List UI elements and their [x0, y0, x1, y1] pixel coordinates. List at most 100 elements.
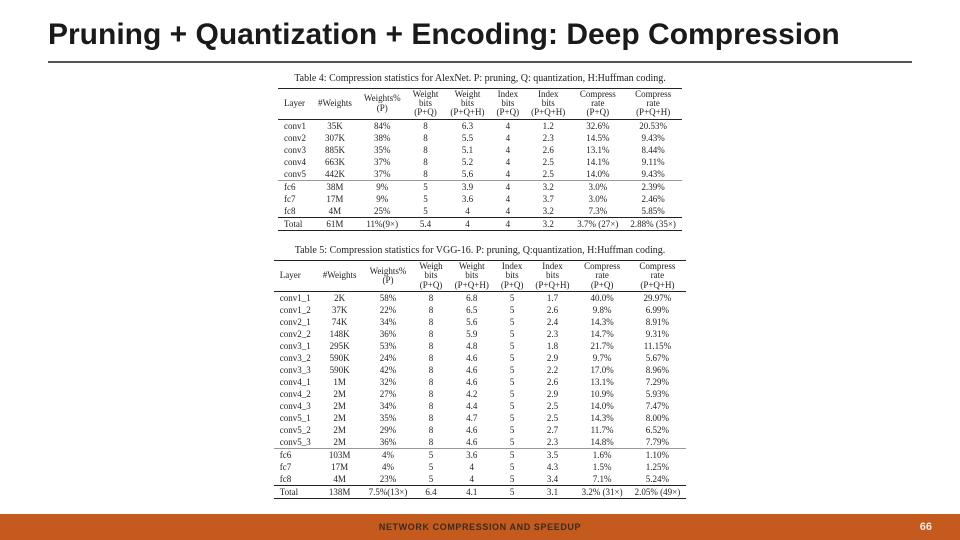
table-cell: 5: [495, 316, 530, 328]
table-cell: conv2_1: [274, 316, 317, 328]
table-cell: 8: [407, 132, 445, 144]
column-header: Weightbits(P+Q): [407, 88, 445, 119]
table-cell: 3.2: [525, 217, 571, 230]
table-cell: 61M: [312, 217, 358, 230]
table-cell: 4M: [317, 473, 363, 486]
table-cell: 4: [491, 144, 526, 156]
table-cell: 17.0%: [576, 364, 629, 376]
table-cell: 5: [495, 486, 530, 499]
table-cell: 35K: [312, 119, 358, 132]
table-cell: 6.5: [449, 304, 495, 316]
table-row: fc717M4%5454.31.5%1.25%: [274, 461, 686, 473]
table-cell: 4.6: [449, 364, 495, 376]
table-cell: 38%: [358, 132, 407, 144]
page-number: 66: [920, 521, 932, 533]
column-header: Indexbits(P+Q+H): [525, 88, 571, 119]
table-cell: 3.7: [525, 193, 571, 205]
table-cell: 2.05% (49×): [629, 486, 687, 499]
table-row: conv1_237K22%86.552.69.8%6.99%: [274, 304, 686, 316]
table-cell: 5: [407, 180, 445, 193]
column-header: Weights%(P): [358, 88, 407, 119]
table-cell: 8: [413, 388, 448, 400]
table-row: conv5_22M29%84.652.711.7%6.52%: [274, 424, 686, 436]
table-row: fc84M25%5443.27.3%5.85%: [278, 205, 682, 218]
table-cell: 8: [413, 436, 448, 449]
table-cell: 2M: [317, 436, 363, 449]
column-header: Weightbits(P+Q+H): [449, 260, 495, 291]
table-cell: conv1: [278, 119, 312, 132]
table-cell: 3.4: [529, 473, 575, 486]
table-row: conv3_3590K42%84.652.217.0%8.96%: [274, 364, 686, 376]
table-cell: 2.5: [525, 168, 571, 181]
table-cell: 6.4: [413, 486, 448, 499]
table-cell: 2M: [317, 424, 363, 436]
table-cell: 1.2: [525, 119, 571, 132]
table-cell: 14.3%: [576, 412, 629, 424]
table-cell: 3.2: [525, 180, 571, 193]
table-cell: 2.6: [525, 144, 571, 156]
table-cell: 8: [413, 424, 448, 436]
table-cell: 8: [413, 364, 448, 376]
table-cell: 5: [495, 449, 530, 462]
footer-bar: NETWORK COMPRESSION AND SPEEDUP 66: [0, 514, 960, 540]
table-cell: 8: [413, 304, 448, 316]
table-row: conv3_2590K24%84.652.99.7%5.67%: [274, 352, 686, 364]
table5-caption: Table 5: Compression statistics for VGG-…: [295, 245, 666, 256]
table-cell: 6.8: [449, 292, 495, 305]
table-cell: 2M: [317, 388, 363, 400]
table-cell: 5: [495, 364, 530, 376]
table-cell: 32.6%: [571, 119, 624, 132]
table-cell: 4.4: [449, 400, 495, 412]
table-cell: 4: [491, 119, 526, 132]
table-cell: 9.8%: [576, 304, 629, 316]
table-cell: 11.7%: [576, 424, 629, 436]
table-cell: conv2_2: [274, 328, 317, 340]
table-row: fc717M9%53.643.73.0%2.46%: [278, 193, 682, 205]
column-header: Indexbits(P+Q): [491, 88, 526, 119]
table-cell: 36%: [363, 436, 414, 449]
table-cell: 84%: [358, 119, 407, 132]
table-cell: 14.5%: [571, 132, 624, 144]
table-cell: 8.96%: [629, 364, 687, 376]
table-cell: conv1_1: [274, 292, 317, 305]
table-cell: 295K: [317, 340, 363, 352]
table-cell: 5.2: [444, 156, 490, 168]
table-cell: 7.5%(13×): [363, 486, 414, 499]
column-header: Weighbits(P+Q): [413, 260, 448, 291]
table-cell: 2.9: [529, 352, 575, 364]
table-cell: fc6: [278, 180, 312, 193]
table-cell: 2.46%: [624, 193, 682, 205]
table-cell: 8: [407, 119, 445, 132]
table-cell: conv5: [278, 168, 312, 181]
table-cell: 17M: [312, 193, 358, 205]
table-cell: 2.2: [529, 364, 575, 376]
column-header: Compressrate(P+Q): [576, 260, 629, 291]
table-cell: 9.11%: [624, 156, 682, 168]
table-cell: Total: [274, 486, 317, 499]
table4-caption: Table 4: Compression statistics for Alex…: [294, 73, 666, 84]
table-cell: fc8: [278, 205, 312, 218]
slide: Pruning + Quantization + Encoding: Deep …: [0, 0, 960, 540]
table-cell: 40.0%: [576, 292, 629, 305]
table-cell: 4.6: [449, 424, 495, 436]
table-cell: 8.91%: [629, 316, 687, 328]
table-cell: 37%: [358, 156, 407, 168]
table-cell: 4.6: [449, 376, 495, 388]
table-cell: 148K: [317, 328, 363, 340]
table-cell: 1.5%: [576, 461, 629, 473]
table-cell: 13.1%: [571, 144, 624, 156]
table-cell: 2.88% (35×): [624, 217, 682, 230]
table-row: conv2307K38%85.542.314.5%9.43%: [278, 132, 682, 144]
table5: Layer#WeightsWeights%(P)Weighbits(P+Q)We…: [274, 260, 686, 499]
table-cell: 7.3%: [571, 205, 624, 218]
table-row: conv3_1295K53%84.851.821.7%11.15%: [274, 340, 686, 352]
table-cell: 590K: [317, 352, 363, 364]
table-row: conv5_32M36%84.652.314.8%7.79%: [274, 436, 686, 449]
table-cell: 4: [491, 180, 526, 193]
table-cell: 5: [413, 473, 448, 486]
table-cell: 3.7% (27×): [571, 217, 624, 230]
table-cell: 29%: [363, 424, 414, 436]
table-cell: 4%: [363, 449, 414, 462]
table-cell: 8: [407, 168, 445, 181]
table-cell: 36%: [363, 328, 414, 340]
